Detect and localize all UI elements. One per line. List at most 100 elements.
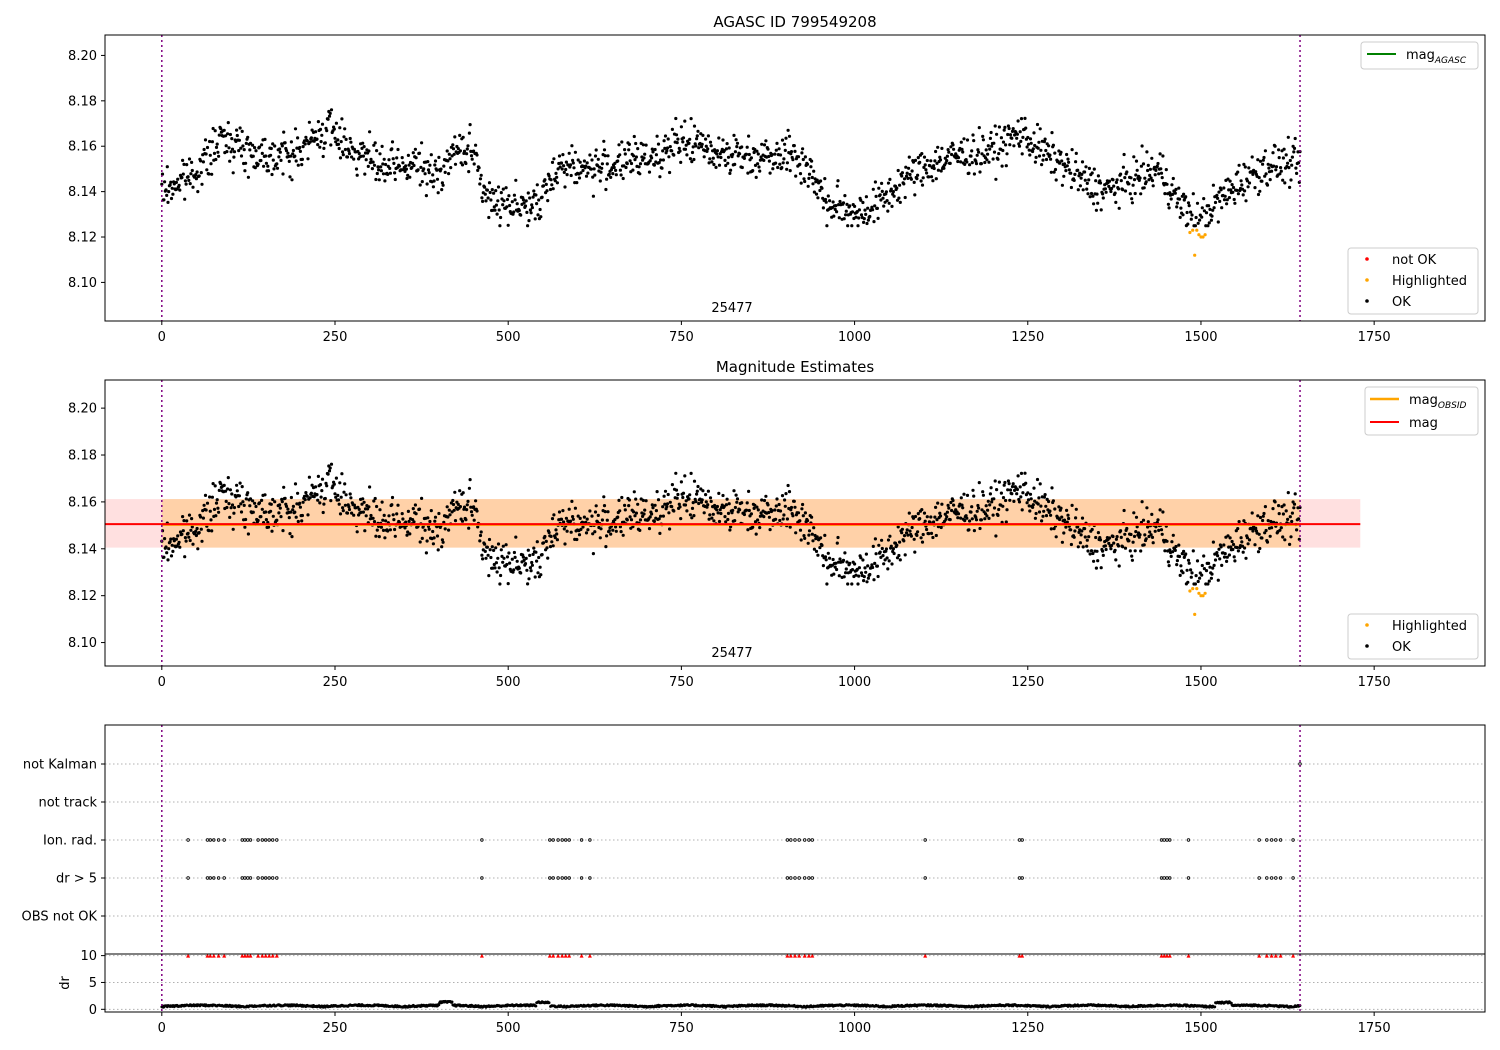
ok-point (323, 141, 327, 145)
ok-point (946, 503, 950, 507)
ok-point (1263, 174, 1267, 178)
ok-point (708, 157, 712, 161)
ok-point (667, 511, 671, 515)
ok-point (1294, 166, 1298, 170)
ok-point (579, 171, 583, 175)
ok-point (1028, 492, 1033, 496)
ok-point (694, 144, 698, 148)
ok-point (1232, 197, 1236, 202)
ok-point (1004, 498, 1008, 503)
ok-point (562, 527, 566, 531)
ok-point (1103, 544, 1107, 548)
flag-point (807, 876, 811, 880)
ok-point (754, 532, 758, 536)
ok-point (701, 489, 705, 493)
ok-point (623, 152, 627, 156)
ok-point (289, 154, 293, 158)
ok-point (1044, 157, 1049, 162)
ok-point (1211, 540, 1215, 544)
ok-point (1133, 549, 1137, 553)
ok-point (207, 529, 211, 533)
ok-point (231, 527, 235, 531)
dr-point (547, 1001, 551, 1005)
ok-point (807, 529, 812, 533)
ok-point (1088, 195, 1092, 199)
ok-point (308, 496, 312, 500)
ok-point (798, 528, 803, 532)
ok-point (923, 163, 927, 167)
ok-point (732, 489, 736, 493)
ok-point (1245, 179, 1249, 183)
ok-point (1208, 207, 1212, 211)
ok-point (948, 518, 952, 522)
ok-point (592, 167, 596, 171)
ok-point (965, 160, 969, 164)
ok-point (1144, 180, 1148, 184)
ok-point (1231, 547, 1235, 552)
ok-point (751, 525, 755, 529)
ok-point (1132, 155, 1136, 159)
ok-point (1283, 538, 1287, 542)
ok-point (169, 537, 173, 541)
ok-point (540, 553, 544, 557)
ok-point (470, 513, 474, 517)
ok-point (312, 495, 316, 499)
ok-point (864, 212, 868, 216)
ok-point (528, 208, 533, 212)
ok-point (570, 499, 574, 503)
ok-point (318, 145, 322, 149)
ok-point (1090, 171, 1094, 175)
ok-point (949, 145, 953, 149)
ok-point (380, 144, 384, 148)
ok-point (445, 505, 449, 509)
ok-point (1254, 526, 1258, 530)
ok-point (572, 166, 576, 170)
p1-ytick-label-8.16: 8.16 (68, 140, 97, 155)
ok-point (557, 154, 562, 158)
ok-point (260, 143, 264, 147)
ok-point (1153, 173, 1157, 177)
ok-point (1244, 556, 1248, 560)
ok-point (833, 565, 837, 569)
ok-point (1189, 575, 1193, 579)
ok-point (1002, 483, 1006, 487)
ok-point (1087, 178, 1091, 182)
ok-point (470, 157, 474, 161)
ok-point (1146, 163, 1150, 167)
flag-point (248, 876, 253, 880)
ok-point (536, 213, 540, 217)
ok-point (692, 157, 696, 162)
ok-point (565, 173, 569, 177)
ok-point (890, 562, 894, 566)
ok-point (499, 548, 503, 552)
ok-point (275, 518, 279, 522)
ok-point (977, 481, 981, 485)
ok-point (340, 117, 344, 121)
ok-point (956, 516, 960, 520)
ok-point (1101, 549, 1105, 553)
ok-point (544, 182, 548, 186)
ok-point (859, 556, 863, 560)
ok-point (160, 172, 165, 176)
ok-point (1150, 512, 1154, 517)
ok-point (1112, 541, 1116, 545)
ok-point (920, 508, 924, 512)
ok-point (1216, 554, 1220, 558)
ok-point (1110, 186, 1114, 191)
ok-point (307, 475, 311, 479)
ok-point (668, 170, 672, 175)
ok-point (701, 133, 705, 137)
ok-point (1141, 518, 1146, 522)
ok-point (530, 206, 535, 210)
ok-point (618, 525, 623, 529)
ok-point (833, 207, 837, 211)
ok-point (967, 171, 971, 175)
ok-point (1005, 508, 1009, 512)
ok-point (997, 507, 1001, 512)
ok-point (363, 529, 367, 533)
ok-point (712, 162, 716, 167)
ok-point (1186, 580, 1190, 584)
flag-point (548, 876, 552, 880)
flag-point (212, 876, 216, 880)
ok-point (1111, 534, 1115, 539)
